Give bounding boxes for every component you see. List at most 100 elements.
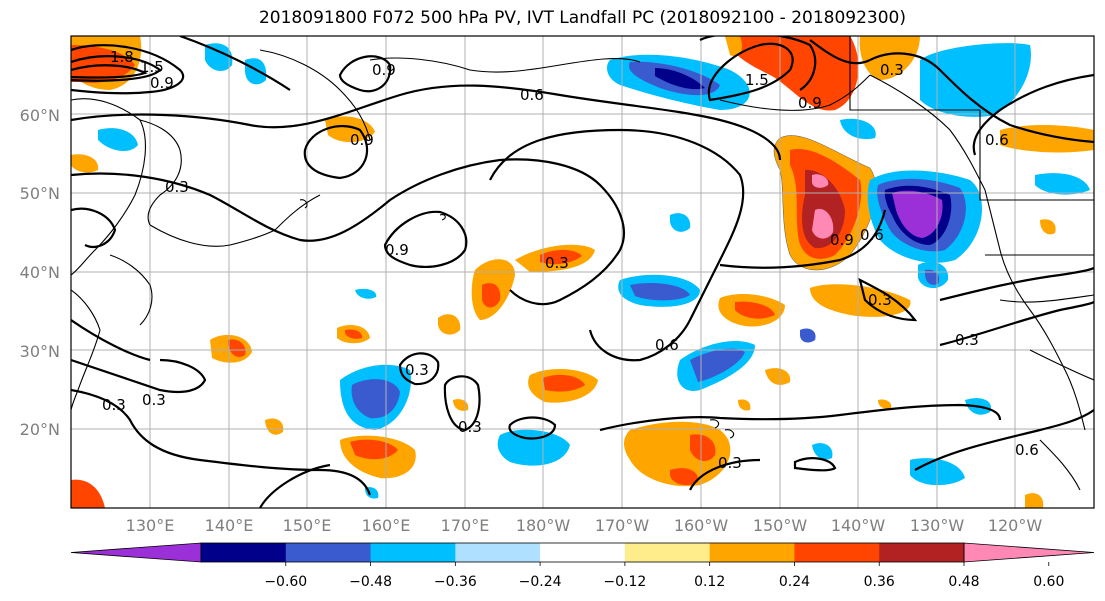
colorbar-tick-label: 0.24 (779, 574, 810, 590)
contour-label: 0.6 (860, 226, 884, 244)
colorbar-segment (455, 543, 541, 562)
positive-anomaly-bc (1000, 125, 1094, 153)
positive-anomaly-small-3 (1040, 219, 1056, 235)
colorbar-tick-label: 0.36 (864, 574, 895, 590)
colorbar-segment (285, 543, 372, 562)
contour-label: 0.6 (655, 336, 679, 354)
negative-anomaly-nw-pac-3 (245, 58, 267, 85)
positive-anomaly-small-4 (878, 399, 892, 409)
negative-anomaly-bc-right (1035, 173, 1090, 195)
positive-anomaly-nw-corner-inner (71, 45, 135, 83)
positive-anomaly-ne-corner (859, 36, 920, 80)
colorbar-tick-label: 0.60 (1033, 574, 1064, 590)
lat-tick-label: 50°N (20, 184, 60, 203)
lon-tick-label: 130°W (910, 516, 965, 535)
negative-anomaly-bering-core (655, 68, 705, 90)
negative-anomaly-central-inner (630, 283, 690, 301)
positive-anomaly-hawaii-inner (690, 434, 716, 462)
lat-tick-label: 40°N (20, 263, 60, 282)
positive-anomaly-small-6 (738, 399, 751, 411)
contour-label: 0.9 (150, 74, 174, 92)
negative-anomaly-south (497, 429, 570, 466)
negative-anomaly-kamchatka (670, 213, 691, 232)
pc-shading-layer (71, 36, 1094, 508)
contour-label: 0.9 (830, 231, 854, 249)
contour-label: 0.3 (458, 418, 482, 436)
negative-anomaly-small-1 (800, 328, 816, 343)
contour-label: 1.5 (140, 58, 164, 76)
positive-anomaly-central-1-inner (482, 283, 501, 308)
colorbar-segment (370, 543, 456, 562)
colorbar-extend-max (963, 542, 1095, 563)
colorbar-segment (879, 543, 965, 562)
contour-label: 0.9 (385, 241, 409, 259)
positive-anomaly-central-4 (810, 284, 911, 317)
lat-tick-label: 60°N (20, 106, 60, 125)
positive-anomaly-west-3-inner (345, 329, 363, 339)
contour-label: 0.3 (165, 178, 189, 196)
negative-anomaly-west-pac-inner (351, 379, 400, 419)
contour-label: 0.9 (798, 94, 822, 112)
pv-contours (71, 36, 1094, 508)
colorbar (70, 542, 1095, 563)
positive-anomaly-sw-corner (71, 479, 105, 508)
colorbar-extend-min (70, 542, 202, 563)
contour-label: 0.3 (405, 361, 429, 379)
contour-label: 0.3 (718, 454, 742, 472)
contour-label: 0.3 (868, 291, 892, 309)
positive-anomaly-small-2 (265, 418, 284, 435)
negative-anomaly-ne-pac-inner (924, 269, 940, 285)
positive-anomaly-small-7 (1025, 493, 1044, 508)
positive-anomaly-gulf-alaska-peak (812, 208, 834, 239)
colorbar-segment (624, 543, 711, 562)
contour-label: 0.3 (545, 254, 569, 272)
lon-tick-label: 140°W (831, 516, 886, 535)
map-title: 2018091800 F072 500 hPa PV, IVT Landfall… (258, 8, 906, 28)
contour-label: 0.3 (880, 61, 904, 79)
lon-tick-label: 180°W (516, 516, 571, 535)
lon-tick-label: 150°W (753, 516, 808, 535)
negative-anomaly-small-2 (355, 288, 377, 299)
negative-anomaly-alaska (920, 43, 1031, 117)
contour-label: 0.3 (102, 396, 126, 414)
positive-anomaly-west-2-inner (228, 339, 246, 357)
contour-label: 0.9 (350, 131, 374, 149)
colorbar-tick-label: −0.48 (349, 574, 392, 590)
colorbar-tick-label: −0.60 (264, 574, 307, 590)
contour-label: 0.6 (985, 131, 1009, 149)
colorbar-tick-label: −0.24 (519, 574, 562, 590)
lon-tick-label: 150°E (283, 516, 332, 535)
lon-tick-label: 170°W (595, 516, 650, 535)
positive-anomaly-central-5-inner (543, 374, 585, 392)
colorbar-frame (200, 542, 965, 563)
map-frame (70, 35, 1095, 509)
positive-anomaly-nw-edge (71, 154, 99, 173)
colorbar-labels: −0.60 −0.48 −0.36 −0.24 −0.12 0.12 0.24 0.36 0.4… (264, 562, 1064, 590)
longitude-labels: 130°E 140°E 150°E 160°E 170°E 180°W 170°… (126, 516, 1043, 535)
negative-anomaly-bc-coast-peak (892, 190, 943, 238)
contour-label: 0.6 (520, 86, 544, 104)
contour-label: 0.3 (955, 331, 979, 349)
positive-anomaly-gulf-alaska-peak2 (812, 174, 829, 188)
contour-label: 0.3 (142, 391, 166, 409)
colorbar-segment (540, 543, 626, 562)
lon-tick-label: 140°E (205, 516, 254, 535)
colorbar-segment (794, 543, 880, 562)
contour-label: 1.5 (745, 71, 769, 89)
coastlines (71, 36, 1094, 491)
lon-tick-label: 160°E (362, 516, 411, 535)
positive-anomaly-hawaii-inner-2 (670, 468, 699, 486)
lon-tick-label: 120°W (988, 516, 1043, 535)
colorbar-tick-label: 0.48 (948, 574, 979, 590)
contour-label: 0.9 (372, 61, 396, 79)
lat-tick-label: 20°N (20, 420, 60, 439)
negative-anomaly-small-3 (812, 443, 833, 460)
contour-label: 1.8 (110, 48, 134, 66)
colorbar-tick-label: −0.12 (603, 574, 646, 590)
negative-anomaly-subtropics-inner (690, 348, 745, 382)
positive-anomaly-small-1 (765, 368, 791, 385)
positive-anomaly-central-2-inner (540, 249, 582, 265)
lon-tick-label: 160°W (674, 516, 729, 535)
positive-anomaly-bering-north (725, 36, 859, 111)
